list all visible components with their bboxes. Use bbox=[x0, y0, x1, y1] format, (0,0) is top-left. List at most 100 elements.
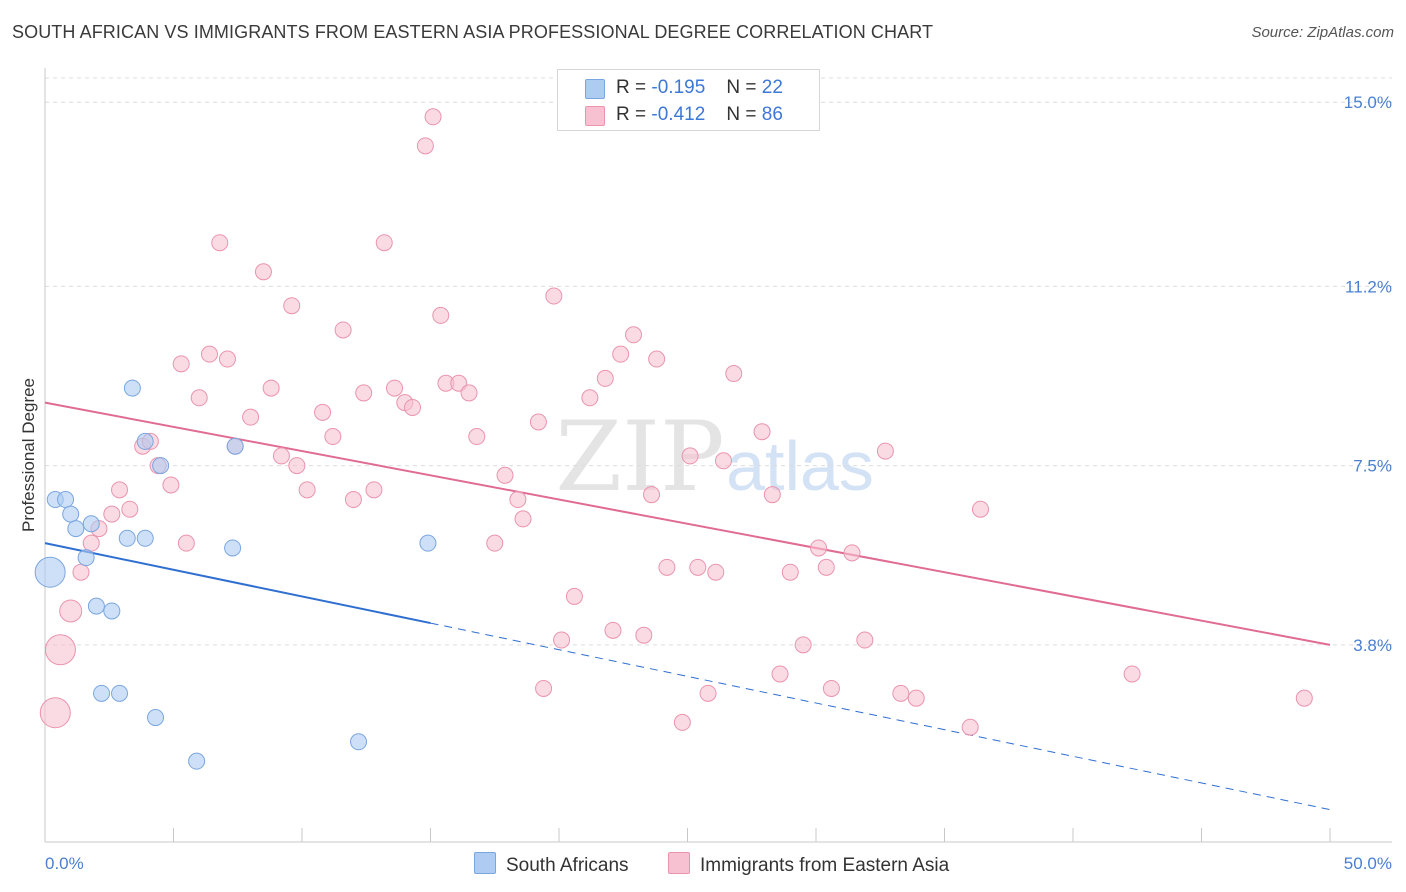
point-eastern-asia bbox=[242, 408, 260, 426]
point-eastern-asia bbox=[59, 599, 83, 623]
point-eastern-asia bbox=[211, 234, 229, 252]
point-eastern-asia bbox=[763, 486, 781, 504]
point-eastern-asia bbox=[334, 321, 352, 339]
trend-lines bbox=[44, 401, 1331, 811]
series-legend-item-eastern-asia[interactable]: Immigrants from Eastern Asia bbox=[668, 852, 949, 877]
series-legend-label: South Africans bbox=[506, 855, 629, 876]
legend-n-value: 22 bbox=[761, 77, 783, 98]
y-axis-title: Professional Degree bbox=[19, 378, 38, 532]
point-eastern-asia bbox=[190, 389, 208, 407]
legend-n-label: N = bbox=[726, 77, 757, 98]
point-eastern-asia bbox=[681, 447, 699, 465]
point-eastern-asia bbox=[344, 491, 362, 509]
point-eastern-asia bbox=[643, 486, 661, 504]
point-eastern-asia bbox=[794, 636, 812, 654]
point-eastern-asia bbox=[553, 631, 571, 649]
chart-title: SOUTH AFRICAN VS IMMIGRANTS FROM EASTERN… bbox=[12, 22, 934, 42]
point-eastern-asia bbox=[218, 350, 236, 368]
point-eastern-asia bbox=[673, 713, 691, 731]
watermark: ZIP atlas bbox=[555, 401, 874, 513]
point-eastern-asia bbox=[699, 684, 717, 702]
watermark-zip: ZIP bbox=[555, 401, 724, 513]
point-eastern-asia bbox=[1295, 689, 1313, 707]
point-south-african bbox=[123, 379, 141, 397]
point-south-african bbox=[93, 684, 111, 702]
y-tick-label: 3.8% bbox=[1353, 636, 1392, 655]
point-eastern-asia bbox=[509, 491, 527, 509]
point-eastern-asia bbox=[545, 287, 563, 305]
point-eastern-asia bbox=[876, 442, 894, 460]
series-legend-swatch-south-africans bbox=[474, 852, 496, 874]
y-tick-label: 7.5% bbox=[1353, 457, 1392, 476]
point-eastern-asia bbox=[496, 466, 514, 484]
point-eastern-asia bbox=[856, 631, 874, 649]
point-eastern-asia bbox=[648, 350, 666, 368]
point-eastern-asia bbox=[658, 558, 676, 576]
chart-source: Source: ZipAtlas.com bbox=[1251, 24, 1394, 41]
point-south-african bbox=[226, 437, 244, 455]
point-south-african bbox=[111, 684, 129, 702]
point-eastern-asia bbox=[172, 355, 190, 373]
trend-line-south-africans bbox=[44, 542, 431, 625]
point-eastern-asia bbox=[177, 534, 195, 552]
point-eastern-asia bbox=[486, 534, 504, 552]
y-tick-label: 15.0% bbox=[1344, 93, 1392, 112]
point-eastern-asia bbox=[822, 679, 840, 697]
legend-r-value: -0.412 bbox=[651, 104, 706, 125]
point-eastern-asia bbox=[725, 365, 743, 383]
data-points bbox=[34, 108, 1313, 770]
point-eastern-asia bbox=[460, 384, 478, 402]
tick-labels: 3.8% 7.5% 11.2% 15.0% 0.0% 50.0% bbox=[45, 93, 1392, 873]
point-eastern-asia bbox=[961, 718, 979, 736]
point-eastern-asia bbox=[565, 587, 583, 605]
point-eastern-asia bbox=[82, 534, 100, 552]
point-eastern-asia bbox=[781, 563, 799, 581]
series-legend-swatch-eastern-asia bbox=[668, 852, 690, 874]
series-legend-label: Immigrants from Eastern Asia bbox=[700, 855, 950, 876]
point-eastern-asia bbox=[272, 447, 290, 465]
point-eastern-asia bbox=[386, 379, 404, 397]
point-south-african bbox=[136, 432, 154, 450]
point-eastern-asia bbox=[262, 379, 280, 397]
legend-r-label: R = bbox=[616, 77, 647, 98]
point-eastern-asia bbox=[355, 384, 373, 402]
point-eastern-asia bbox=[771, 665, 789, 683]
point-eastern-asia bbox=[468, 428, 486, 446]
legend-n-label: N = bbox=[726, 104, 757, 125]
point-eastern-asia bbox=[535, 679, 553, 697]
point-south-african bbox=[103, 602, 121, 620]
series-legend: South Africans Immigrants from Eastern A… bbox=[0, 850, 1406, 878]
point-eastern-asia bbox=[514, 510, 532, 528]
point-eastern-asia bbox=[892, 684, 910, 702]
point-eastern-asia bbox=[843, 544, 861, 562]
point-south-african bbox=[147, 709, 165, 727]
point-eastern-asia bbox=[707, 563, 725, 581]
point-eastern-asia bbox=[596, 369, 614, 387]
point-south-african bbox=[82, 515, 100, 533]
point-eastern-asia bbox=[625, 326, 643, 344]
point-eastern-asia bbox=[103, 505, 121, 523]
point-eastern-asia bbox=[604, 621, 622, 639]
point-eastern-asia bbox=[581, 389, 599, 407]
point-eastern-asia bbox=[162, 476, 180, 494]
point-south-african bbox=[118, 529, 136, 547]
legend-swatch-eastern-asia bbox=[585, 106, 605, 126]
point-eastern-asia bbox=[254, 263, 272, 281]
series-legend-item-south-africans[interactable]: South Africans bbox=[474, 852, 629, 877]
legend-r-value: -0.195 bbox=[651, 77, 706, 98]
point-eastern-asia bbox=[121, 500, 139, 518]
point-eastern-asia bbox=[529, 413, 547, 431]
point-south-african bbox=[57, 491, 75, 509]
correlation-legend: R = -0.195 N = 22 R = -0.412 N = 86 bbox=[557, 69, 820, 131]
point-eastern-asia bbox=[817, 558, 835, 576]
legend-row-eastern-asia: R = -0.412 N = 86 bbox=[558, 102, 819, 128]
point-eastern-asia bbox=[72, 563, 90, 581]
point-eastern-asia bbox=[810, 539, 828, 557]
point-eastern-asia bbox=[288, 457, 306, 475]
point-eastern-asia bbox=[907, 689, 925, 707]
point-eastern-asia bbox=[416, 137, 434, 155]
point-south-african bbox=[34, 556, 66, 588]
legend-row-south-africans: R = -0.195 N = 22 bbox=[558, 75, 819, 101]
point-eastern-asia bbox=[44, 634, 76, 666]
point-eastern-asia bbox=[365, 481, 383, 499]
